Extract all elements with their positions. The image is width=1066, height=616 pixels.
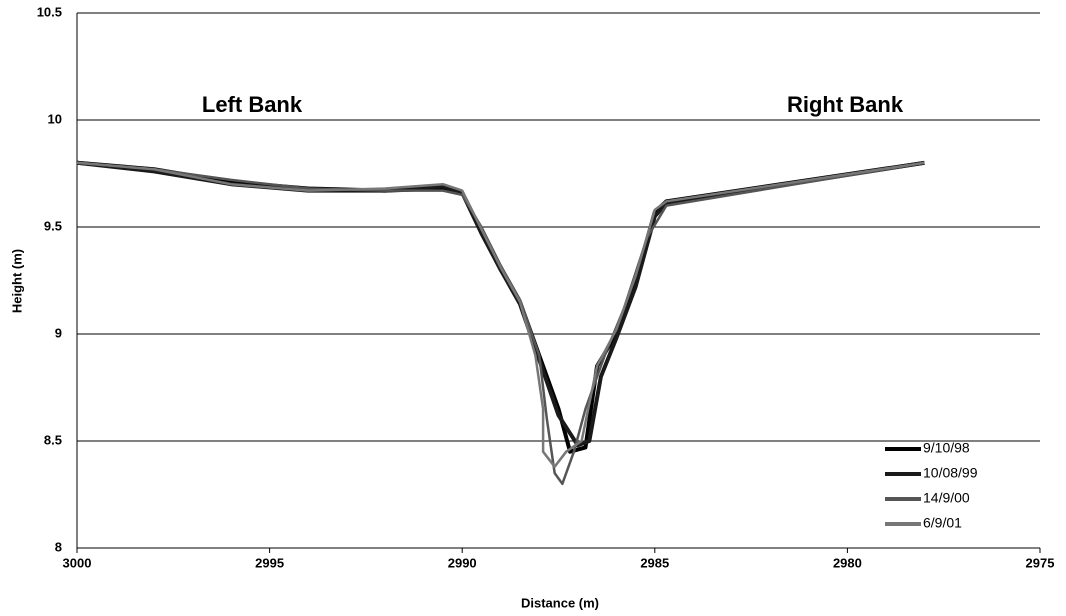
x-tick-label: 2990 — [448, 555, 477, 570]
y-tick-label: 9.5 — [44, 218, 62, 233]
y-tick-label: 10.5 — [37, 4, 62, 19]
legend-label: 14/9/00 — [923, 490, 970, 506]
x-tick-label: 3000 — [63, 555, 92, 570]
y-tick-label: 8 — [55, 539, 62, 554]
legend-label: 6/9/01 — [923, 515, 962, 531]
legend-label: 10/08/99 — [923, 465, 978, 481]
series-line — [76, 161, 925, 468]
x-tick-label: 2975 — [1026, 555, 1055, 570]
annotation: Right Bank — [787, 92, 904, 117]
x-tick-label: 2985 — [640, 555, 669, 570]
x-tick-label: 2995 — [255, 555, 284, 570]
y-tick-label: 10 — [48, 111, 62, 126]
y-axis-label: Height (m) — [9, 249, 24, 313]
series-line — [76, 161, 925, 486]
legend-label: 9/10/98 — [923, 440, 970, 456]
x-tick-label: 2980 — [833, 555, 862, 570]
annotation: Left Bank — [202, 92, 303, 117]
series-line — [76, 160, 925, 448]
x-axis-label: Distance (m) — [521, 595, 599, 610]
y-tick-label: 8.5 — [44, 432, 62, 447]
series-line — [76, 160, 925, 454]
y-tick-label: 9 — [55, 325, 62, 340]
